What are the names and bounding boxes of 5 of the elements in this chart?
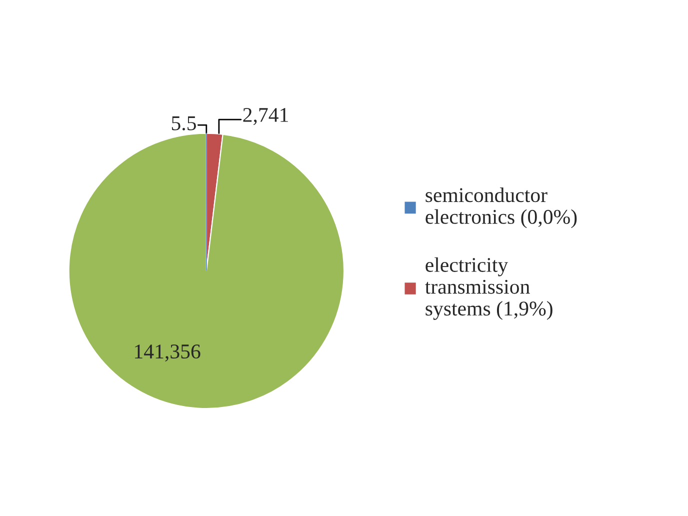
data-label: 5.5: [172, 116, 196, 130]
legend-label: semiconductor electronics (0,0%): [426, 187, 577, 228]
data-label: 141,356: [135, 344, 200, 362]
legend-label: electricity transmission systems (1,9%): [425, 257, 552, 320]
data-label: 2,741: [243, 108, 288, 125]
